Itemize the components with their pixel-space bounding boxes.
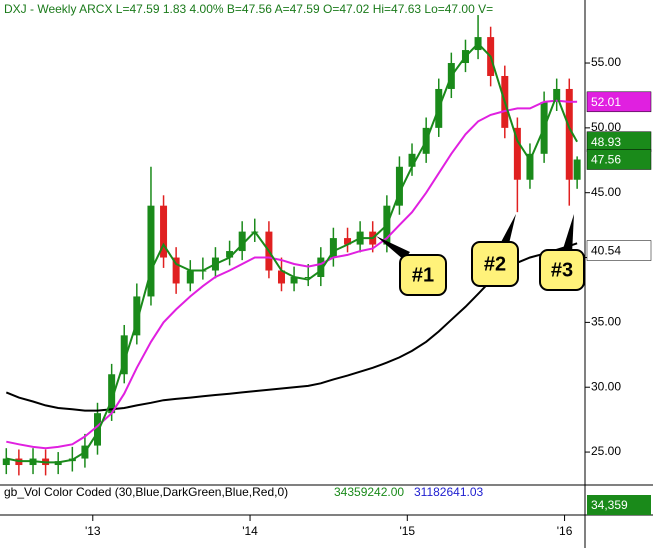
x-tick-label: '16 [557,524,573,538]
price-marker [586,91,652,113]
volume-value: 31182641.03 [414,485,484,499]
callout: #1 [376,236,447,296]
candle-body [94,413,101,446]
callout-label: #3 [551,259,573,281]
candle-body [565,88,573,180]
candle-body [147,205,155,297]
chart-title: DXJ - Weekly ARCX L=47.59 1.83 4.00% B=4… [4,2,493,16]
candle-body [160,205,168,258]
price-marker-label: 48.93 [591,135,621,149]
candle-body [172,257,180,284]
candle-body [133,296,141,336]
y-tick-label: 50.00 [591,120,621,134]
callout: #2 [471,214,519,287]
moving-average [6,42,578,464]
candle-body [238,231,246,252]
callout-label: #1 [412,264,434,286]
y-tick-label: 25.00 [591,444,621,458]
callout-arrow [376,236,410,260]
callout-box [539,249,585,291]
callout-label: #2 [484,253,506,275]
callout-box [471,241,519,287]
candle-body [2,458,10,466]
candle-body [344,238,352,245]
volume-title: gb_Vol Color Coded (30,Blue,DarkGreen,Bl… [4,485,288,499]
volume-marker-label: 34,359 [591,498,628,512]
callout: #3 [539,214,585,291]
candle-body [304,276,312,278]
candle-body [329,238,337,258]
price-marker-label: 40.54 [591,244,621,258]
price-marker-label: 47.56 [591,153,621,167]
volume-value: 34359242.00 [334,485,404,499]
candle-body [120,335,128,375]
callout-arrow [562,214,574,254]
price-marker-label: 52.01 [591,95,621,109]
y-tick-label: 35.00 [591,315,621,329]
volume-marker [587,495,651,515]
x-tick-label: '15 [399,524,415,538]
candle-body [408,153,416,167]
x-tick-label: '14 [242,524,258,538]
price-marker [586,149,652,170]
candle-body [277,270,285,284]
y-tick-label: 30.00 [591,379,621,393]
price-marker [586,240,652,261]
candle-body [526,153,534,180]
candle-body [186,270,194,284]
candle-body [108,374,116,414]
candle-body [317,257,325,277]
candle-body [226,251,234,258]
plot-area [2,15,581,476]
candle-body [513,127,521,180]
candle-body [290,276,298,284]
y-tick-label: 55.00 [591,55,621,69]
candle-body [573,159,581,180]
callout-box [399,254,447,296]
callout-arrow [500,214,516,248]
x-tick-label: '13 [85,524,101,538]
candle-body [395,166,403,206]
y-tick-label: 45.00 [591,185,621,199]
